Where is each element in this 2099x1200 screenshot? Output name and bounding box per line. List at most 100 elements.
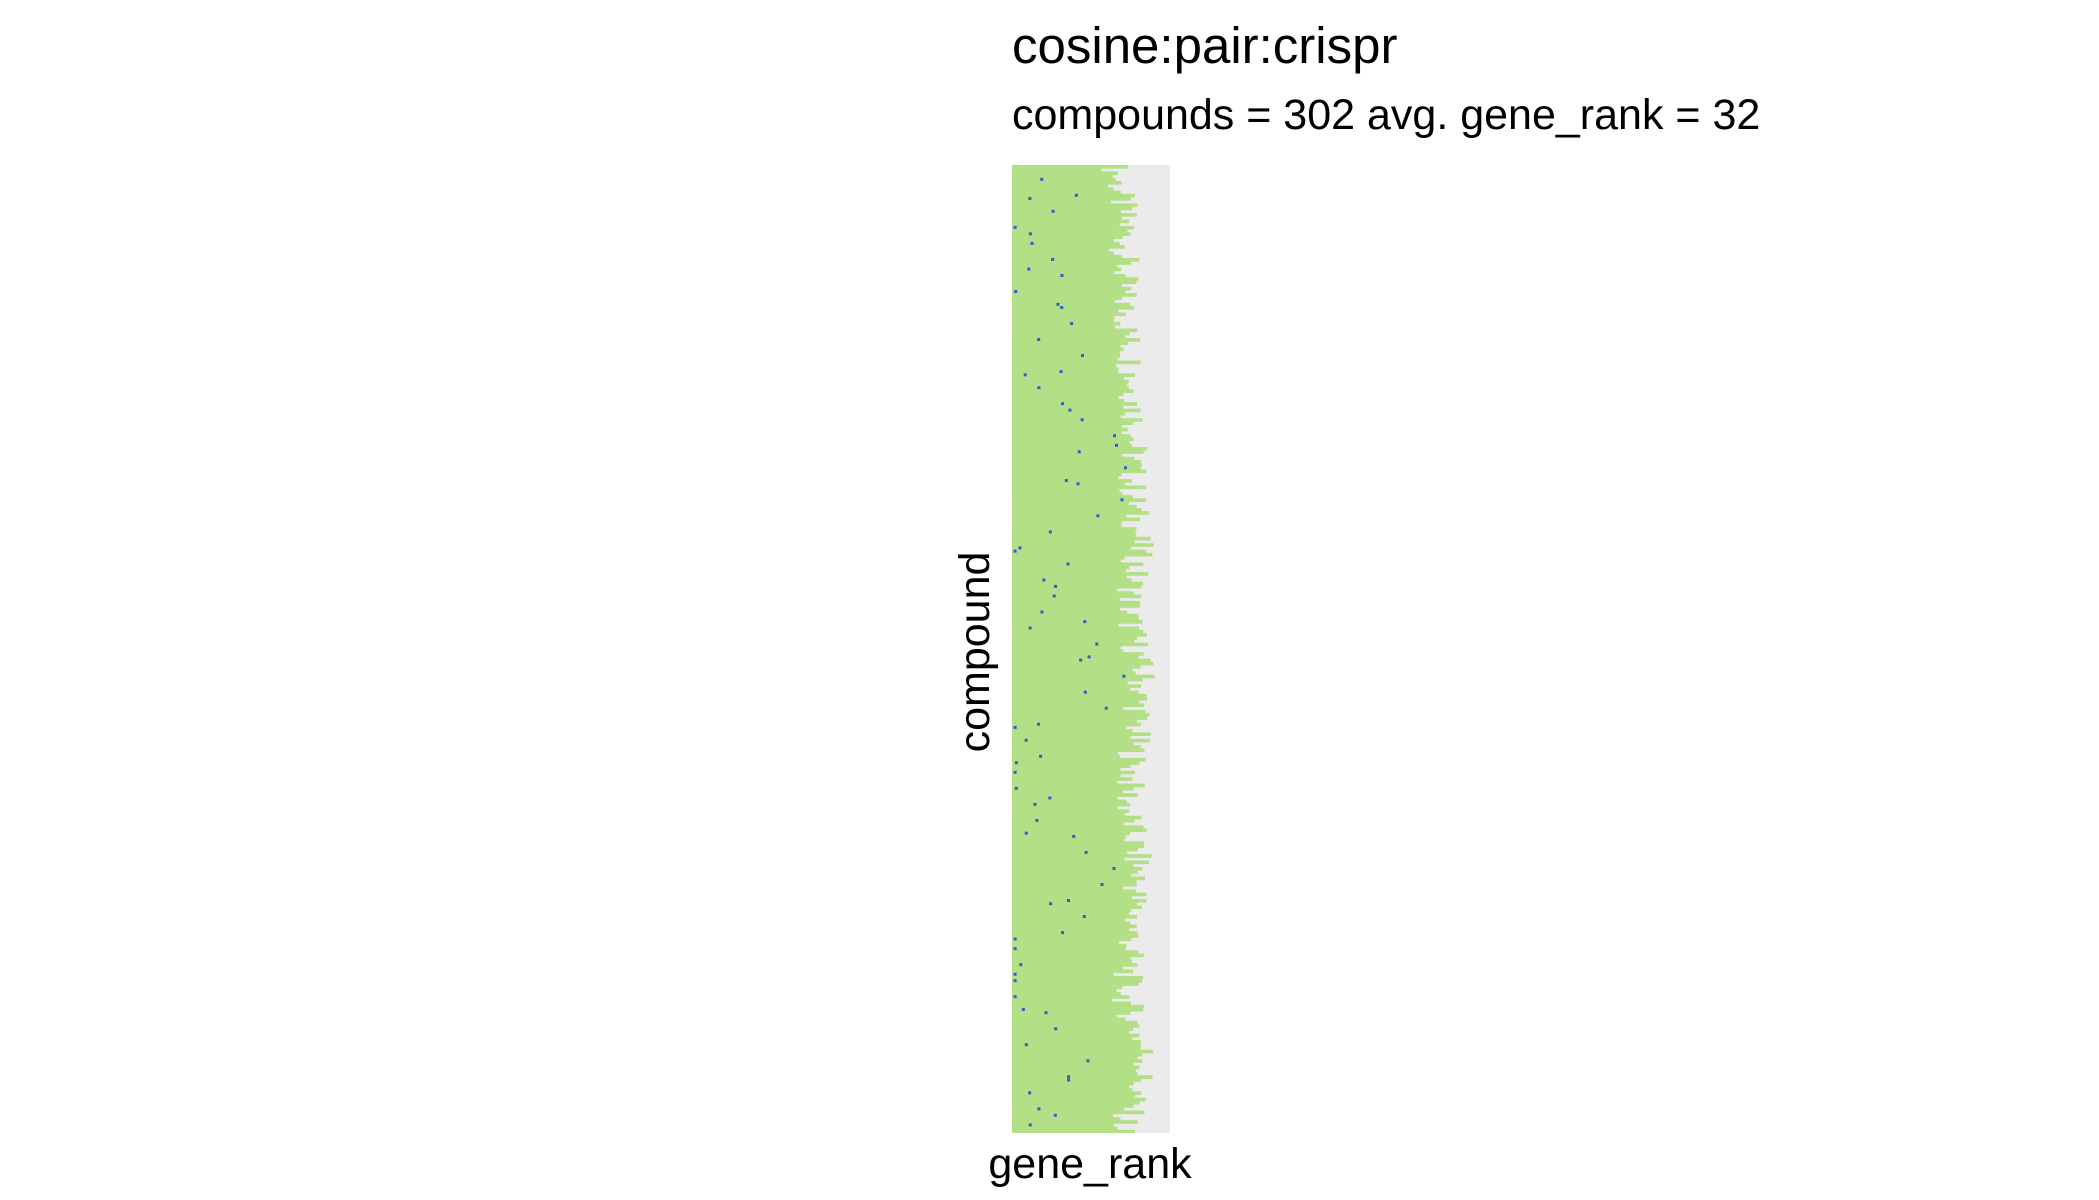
- compound-bar: [1012, 732, 1151, 736]
- compound-bar: [1012, 222, 1120, 227]
- compound-bar: [1012, 745, 1141, 749]
- compound-bar: [1012, 915, 1137, 919]
- hit-tile: [1080, 418, 1084, 422]
- compound-bar: [1012, 1043, 1141, 1047]
- compound-bar: [1012, 347, 1124, 352]
- compound-bar: [1012, 1091, 1142, 1095]
- compound-bar: [1012, 1075, 1153, 1079]
- compound-bar: [1012, 857, 1125, 861]
- compound-bar: [1012, 200, 1111, 204]
- compound-bar: [1012, 684, 1142, 688]
- x-axis-label: gene_rank: [988, 1140, 1192, 1188]
- compound-bar: [1012, 866, 1143, 871]
- compound-bar: [1012, 418, 1143, 422]
- compound-bar: [1012, 1129, 1135, 1133]
- compound-bar: [1012, 655, 1139, 660]
- compound-bar: [1012, 754, 1121, 759]
- compound-bar: [1012, 536, 1151, 541]
- compound-bar: [1012, 264, 1118, 268]
- compound-bar: [1012, 168, 1102, 172]
- hit-tile: [1014, 290, 1018, 294]
- compound-bar: [1012, 427, 1128, 432]
- compound-bar: [1012, 812, 1125, 817]
- compound-bar: [1012, 363, 1116, 368]
- compound-bar: [1012, 392, 1124, 397]
- hit-tile: [1028, 626, 1032, 630]
- compound-bar: [1012, 273, 1126, 278]
- compound-bar: [1012, 806, 1118, 810]
- compound-bar: [1012, 379, 1129, 384]
- compound-bar: [1012, 975, 1144, 980]
- compound-bar: [1012, 491, 1123, 496]
- compound-bar: [1012, 991, 1121, 996]
- compound-bar: [1012, 969, 1134, 974]
- compound-bar: [1012, 280, 1137, 284]
- hit-tile: [1083, 690, 1087, 694]
- compound-bar: [1012, 341, 1129, 345]
- compound-bar: [1012, 703, 1145, 708]
- compound-bar: [1012, 254, 1122, 259]
- compound-bar: [1012, 735, 1131, 740]
- compound-bar: [1012, 693, 1147, 698]
- compound-bar: [1012, 318, 1114, 323]
- compound-bar: [1012, 514, 1127, 518]
- hit-tile: [1061, 402, 1065, 406]
- compound-bar: [1012, 431, 1122, 435]
- compound-bar: [1012, 809, 1130, 813]
- hit-tile: [1028, 197, 1032, 201]
- hit-tile: [1070, 322, 1074, 326]
- compound-bar: [1012, 469, 1147, 474]
- hit-tile: [1077, 450, 1081, 454]
- compound-bar: [1012, 854, 1152, 858]
- hit-tile: [1035, 818, 1039, 822]
- hit-tile: [1014, 786, 1018, 790]
- hit-tile: [1013, 549, 1017, 553]
- compound-bar: [1012, 357, 1118, 361]
- compound-bar: [1012, 953, 1144, 958]
- compound-bar: [1012, 860, 1149, 865]
- compound-bar: [1012, 1030, 1130, 1035]
- compound-bar: [1012, 463, 1142, 467]
- compound-bar: [1012, 322, 1121, 326]
- compound-bar: [1012, 709, 1146, 714]
- compound-bar: [1012, 257, 1140, 262]
- hit-tile: [1060, 306, 1064, 310]
- compound-bar: [1012, 1020, 1138, 1025]
- compound-bar: [1012, 572, 1149, 576]
- hit-tile: [1122, 674, 1126, 678]
- compound-bar: [1012, 882, 1137, 887]
- compound-bar: [1012, 325, 1115, 329]
- compound-bar: [1012, 209, 1122, 214]
- compound-bar: [1012, 299, 1115, 304]
- compound-bar: [1012, 241, 1120, 246]
- compound-bar: [1012, 934, 1139, 938]
- compound-bar: [1012, 831, 1130, 836]
- compound-bar: [1012, 504, 1137, 509]
- hit-tile: [1123, 466, 1127, 470]
- compound-bar: [1012, 838, 1125, 842]
- y-axis-label: compound: [951, 551, 999, 753]
- compound-bar: [1012, 360, 1141, 365]
- compound-bar: [1012, 235, 1123, 240]
- compound-bar: [1012, 767, 1121, 772]
- hit-tile: [1049, 902, 1053, 906]
- compound-bar: [1012, 841, 1144, 845]
- compound-bar: [1012, 642, 1149, 647]
- compound-bar: [1012, 376, 1124, 381]
- compound-bar: [1012, 873, 1132, 877]
- compound-bar: [1012, 540, 1135, 544]
- compound-bar: [1012, 206, 1133, 211]
- compound-bar: [1012, 459, 1141, 464]
- hit-tile: [1079, 658, 1083, 662]
- compound-bar: [1012, 1017, 1126, 1022]
- compound-bar: [1012, 1100, 1140, 1105]
- hit-tile: [1028, 1123, 1032, 1127]
- hit-tile: [1024, 1043, 1028, 1047]
- compound-bar: [1012, 517, 1141, 522]
- hit-tile: [1013, 972, 1017, 976]
- compound-bar: [1012, 559, 1121, 563]
- compound-bar: [1012, 780, 1118, 785]
- compound-bar: [1012, 216, 1122, 220]
- compound-bar: [1012, 931, 1138, 935]
- compound-bar: [1012, 940, 1119, 945]
